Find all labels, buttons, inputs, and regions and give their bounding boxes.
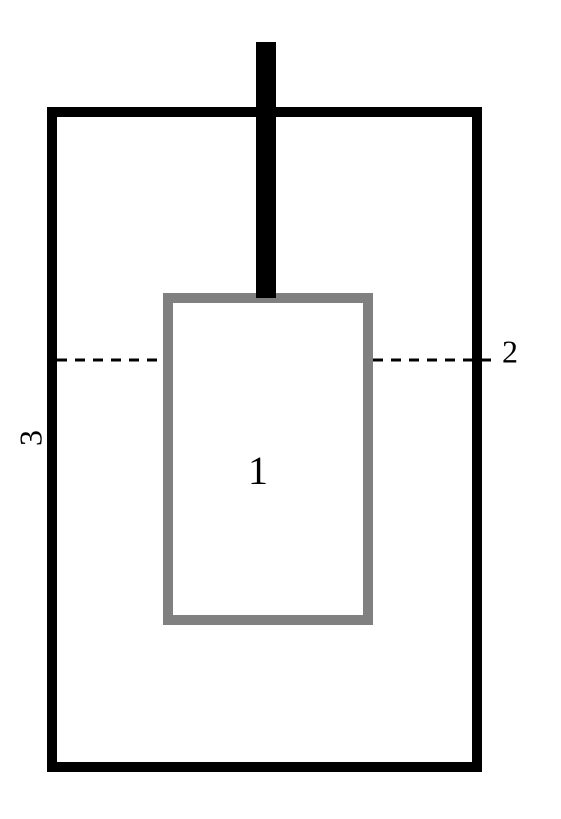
stem-bar xyxy=(256,42,276,298)
inner-object-rect xyxy=(168,298,368,620)
diagram-canvas: 1 2 3 xyxy=(0,0,561,819)
label-1: 1 xyxy=(248,448,268,493)
label-3: 3 xyxy=(12,430,48,446)
label-2: 2 xyxy=(502,333,518,369)
